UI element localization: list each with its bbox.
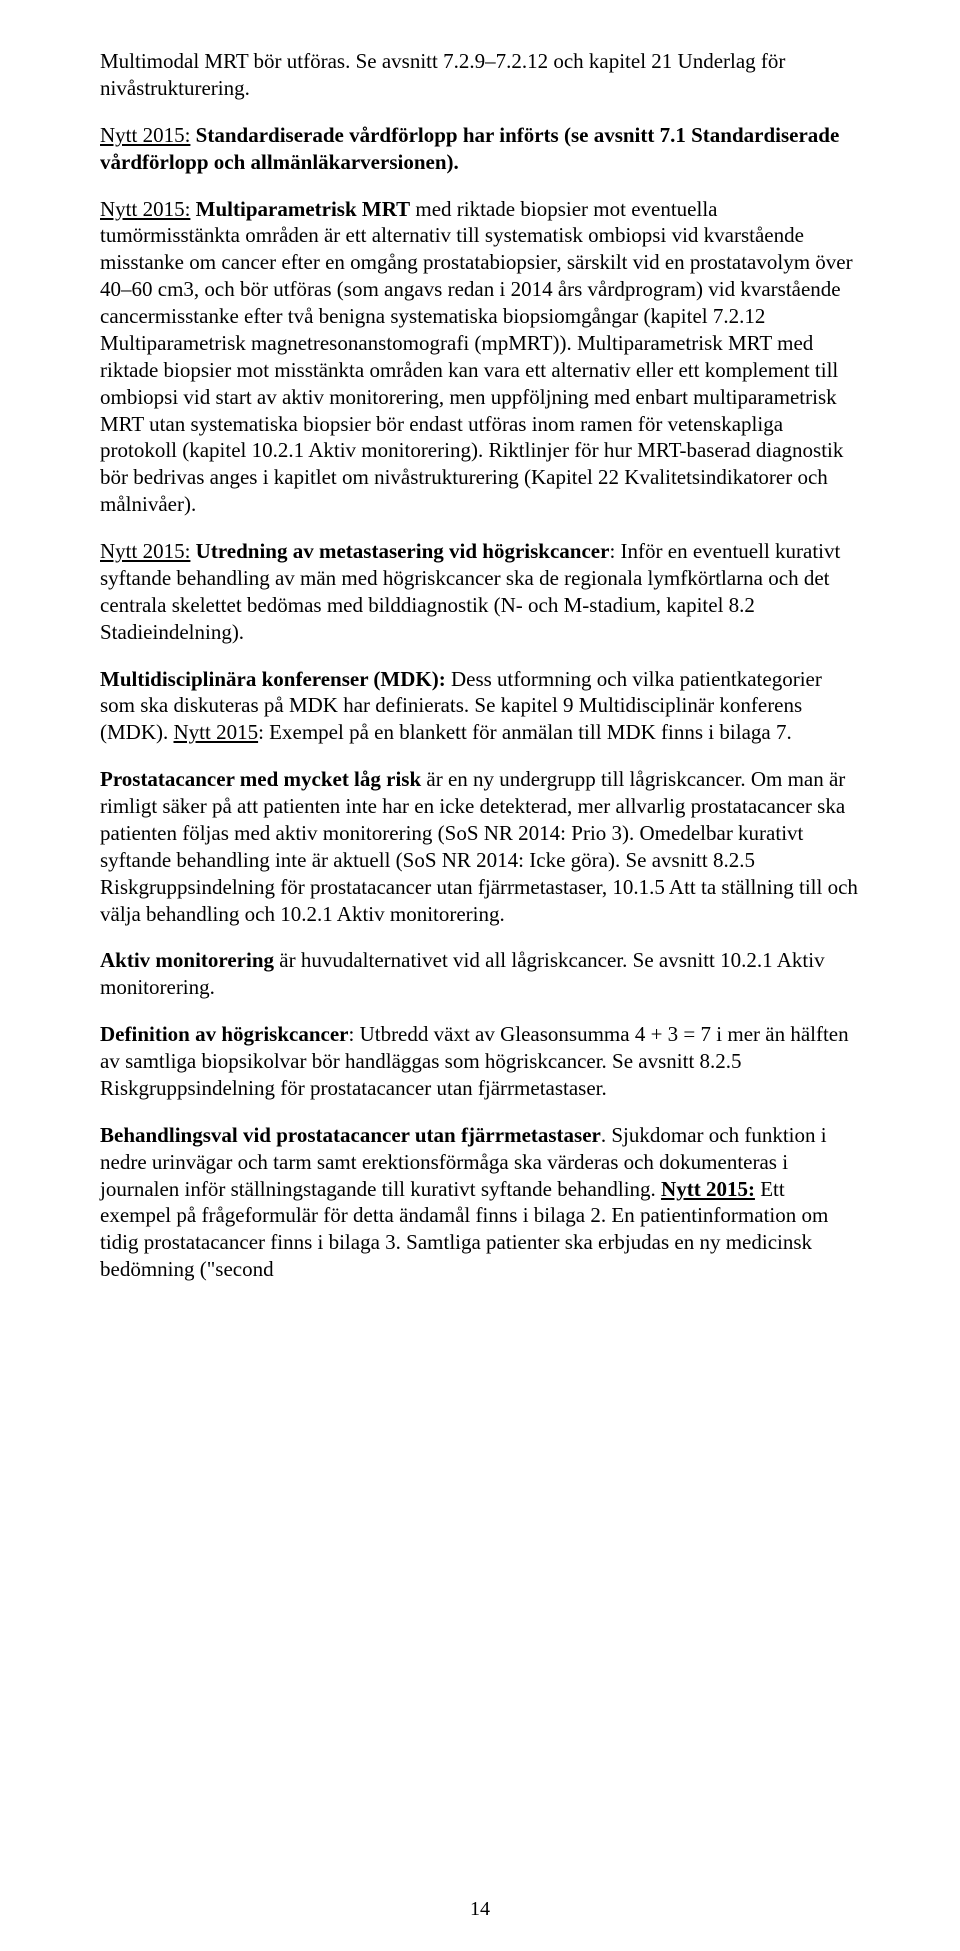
paragraph-lagrisk: Prostatacancer med mycket låg risk är en… [100,766,860,927]
bold-text: Standardiserade vårdförlopp har införts … [100,123,839,174]
paragraph-aktiv-monitorering: Aktiv monitorering är huvudalternativet … [100,947,860,1001]
bold-text: Utredning av metastasering vid högriskca… [190,539,609,563]
text: Multimodal MRT bör utföras. Se avsnitt 7… [100,49,785,100]
paragraph-multiparametrisk: Nytt 2015: Multiparametrisk MRT med rikt… [100,196,860,519]
paragraph-mdk: Multidisciplinära konferenser (MDK): Des… [100,666,860,747]
paragraph-mrt: Multimodal MRT bör utföras. Se avsnitt 7… [100,48,860,102]
paragraph-metastasering: Nytt 2015: Utredning av metastasering vi… [100,538,860,646]
nytt-2015-label: Nytt 2015 [174,720,259,744]
nytt-2015-label: Nytt 2015: [661,1177,755,1201]
bold-text: Behandlingsval vid prostatacancer utan f… [100,1123,601,1147]
nytt-2015-label: Nytt 2015: [100,539,190,563]
paragraph-hogriskcancer: Definition av högriskcancer: Utbredd väx… [100,1021,860,1102]
paragraph-vardforlopp: Nytt 2015: Standardiserade vårdförlopp h… [100,122,860,176]
bold-text: Definition av högriskcancer [100,1022,348,1046]
bold-text: Multidisciplinära konferenser (MDK): [100,667,446,691]
bold-text: Aktiv monitorering [100,948,274,972]
bold-text: Prostatacancer med mycket låg risk [100,767,421,791]
text: : Exempel på en blankett för anmälan til… [258,720,792,744]
page-number: 14 [0,1898,960,1921]
text: med riktade biopsier mot eventuella tumö… [100,197,853,517]
nytt-2015-label: Nytt 2015: [100,123,190,147]
document-page: Multimodal MRT bör utföras. Se avsnitt 7… [0,0,960,1951]
bold-text: Multiparametrisk MRT [190,197,410,221]
paragraph-behandlingsval: Behandlingsval vid prostatacancer utan f… [100,1122,860,1283]
nytt-2015-label: Nytt 2015: [100,197,190,221]
